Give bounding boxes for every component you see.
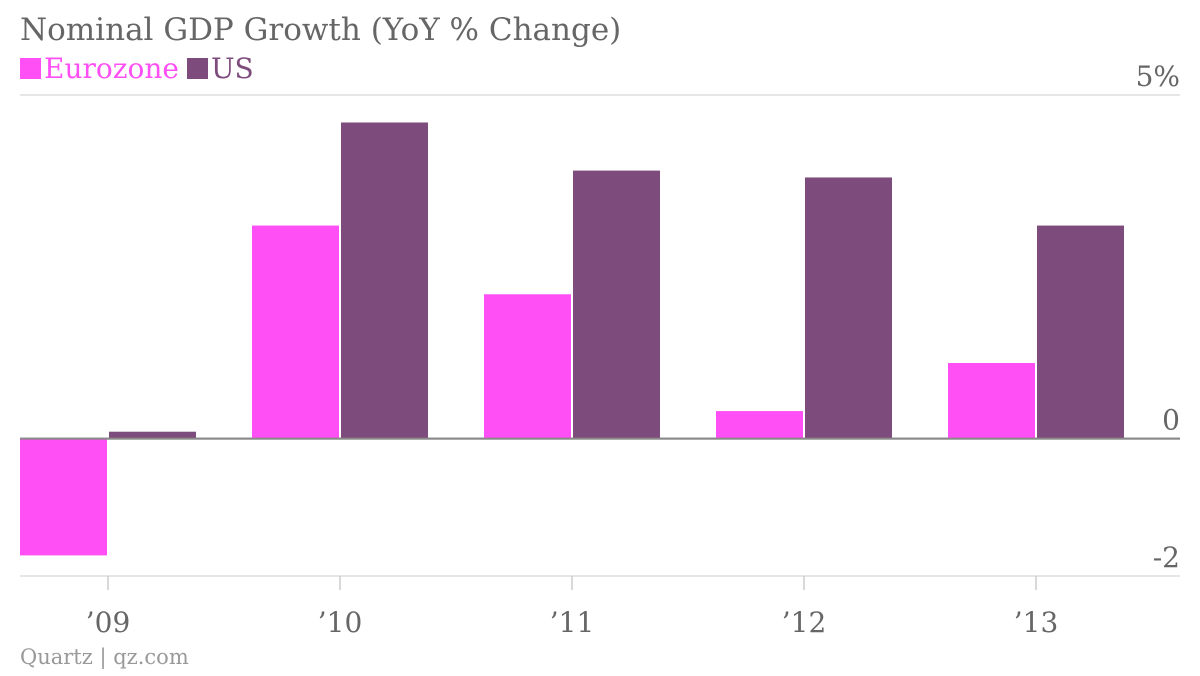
bar-us	[573, 170, 660, 439]
bar-us	[109, 431, 196, 439]
source-credit: Quartz | qz.com	[20, 645, 189, 669]
x-tick-label: ’10	[318, 606, 363, 639]
legend-swatch-us	[186, 58, 208, 79]
bar-eurozone	[948, 362, 1035, 439]
bar-us	[805, 177, 892, 439]
x-tick-label: ’13	[1014, 606, 1059, 639]
y-tick-label: -2	[1153, 541, 1180, 574]
y-tick-label: 5%	[1136, 60, 1180, 93]
bar-us	[341, 122, 428, 439]
y-tick-label: 0	[1162, 404, 1180, 437]
x-tick-label: ’12	[782, 606, 827, 639]
bar-us	[1037, 225, 1124, 439]
x-tick-label: ’09	[86, 606, 131, 639]
bar-eurozone	[252, 225, 339, 439]
legend-label-us: US	[210, 52, 254, 85]
bar-eurozone	[716, 411, 803, 439]
legend-swatch-eurozone	[20, 58, 41, 79]
chart-legend: Eurozone US	[20, 52, 254, 85]
chart-title: Nominal GDP Growth (YoY % Change)	[20, 12, 622, 48]
legend-item-us: US	[186, 52, 254, 85]
legend-label-eurozone: Eurozone	[44, 52, 179, 85]
x-tick-label: ’11	[550, 606, 595, 639]
legend-item-eurozone: Eurozone	[20, 52, 179, 85]
bar-eurozone	[20, 438, 107, 556]
bar-eurozone	[484, 294, 571, 439]
